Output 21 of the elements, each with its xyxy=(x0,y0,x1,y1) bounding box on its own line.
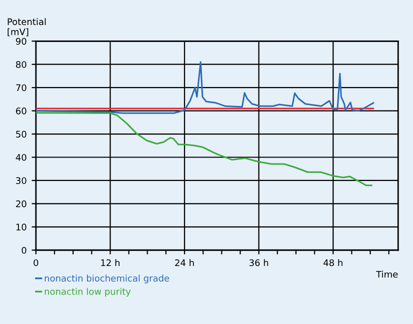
y-tick-label: 90 xyxy=(16,38,26,45)
x-tick-label: 48 h xyxy=(324,259,342,266)
y-tick-label: 80 xyxy=(16,61,26,68)
y-tick-label: 40 xyxy=(16,154,26,161)
line-series xyxy=(36,112,372,186)
x-tick-label: 24 h xyxy=(175,259,194,266)
legend-label: nonactin biochemical grade xyxy=(44,274,170,284)
y-tick-label: 50 xyxy=(16,130,26,138)
line-series xyxy=(36,61,374,114)
y-tick-label: 70 xyxy=(16,84,26,92)
y-tick-label: 0 xyxy=(22,246,26,254)
y-axis-title: Potential [mV] xyxy=(8,18,46,36)
x-tick-label: 0 xyxy=(34,259,38,266)
x-tick-label: 12 h xyxy=(101,259,120,266)
x-axis-title: Time xyxy=(376,270,398,278)
y-tick-label: 30 xyxy=(16,177,26,184)
y-tick-label: 10 xyxy=(16,224,26,230)
legend-label: nonactin low purity xyxy=(44,288,131,297)
x-tick-label: 36 h xyxy=(249,259,268,266)
y-tick-label: 60 xyxy=(16,108,26,114)
y-tick-label: 20 xyxy=(16,200,26,208)
